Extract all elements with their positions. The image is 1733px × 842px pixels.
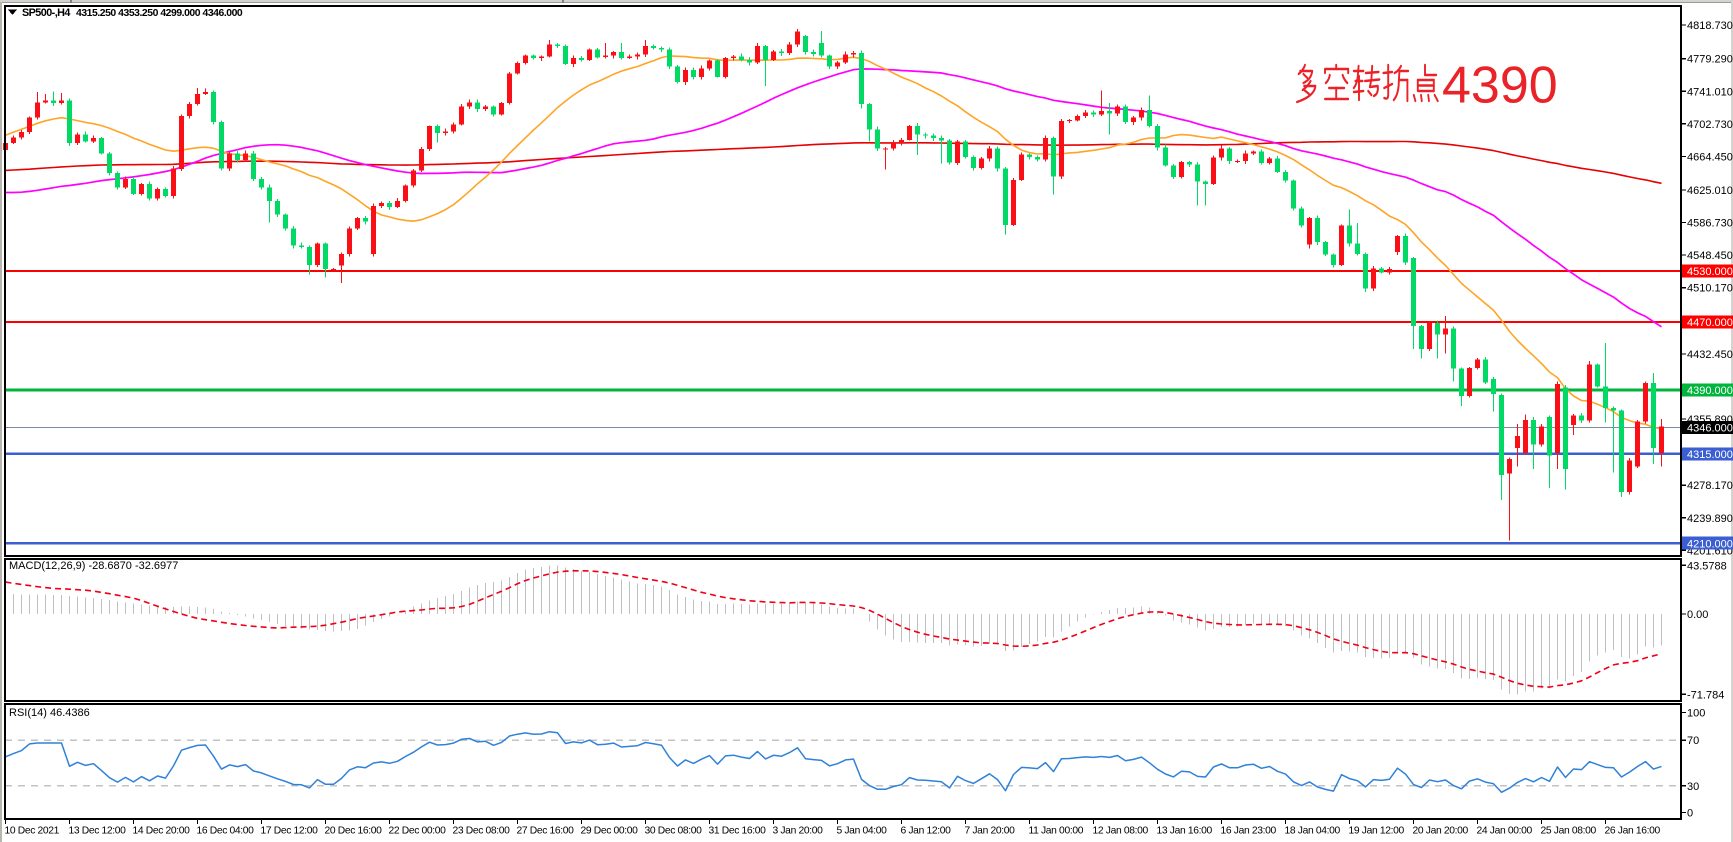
svg-text:4239.890: 4239.890	[1687, 513, 1733, 525]
svg-text:4470.000: 4470.000	[1687, 317, 1733, 329]
svg-text:25 Jan 08:00: 25 Jan 08:00	[1541, 826, 1597, 837]
svg-text:13 Jan 16:00: 13 Jan 16:00	[1157, 826, 1213, 837]
svg-text:7 Jan 20:00: 7 Jan 20:00	[965, 826, 1016, 837]
svg-text:22 Dec 00:00: 22 Dec 00:00	[389, 826, 447, 837]
svg-text:23 Dec 08:00: 23 Dec 08:00	[453, 826, 511, 837]
svg-text:43.5788: 43.5788	[1687, 560, 1727, 572]
svg-text:4390.000: 4390.000	[1687, 385, 1733, 397]
svg-text:0: 0	[1687, 808, 1693, 820]
svg-text:27 Dec 16:00: 27 Dec 16:00	[517, 826, 575, 837]
svg-text:18 Jan 04:00: 18 Jan 04:00	[1285, 826, 1341, 837]
svg-text:24 Jan 00:00: 24 Jan 00:00	[1477, 826, 1533, 837]
svg-text:4510.170: 4510.170	[1687, 283, 1733, 295]
svg-text:13 Dec 12:00: 13 Dec 12:00	[69, 826, 127, 837]
svg-text:6 Jan 12:00: 6 Jan 12:00	[901, 826, 952, 837]
svg-text:100: 100	[1687, 708, 1705, 720]
svg-text:4625.010: 4625.010	[1687, 185, 1733, 197]
svg-text:26 Jan 16:00: 26 Jan 16:00	[1605, 826, 1661, 837]
svg-text:29 Dec 00:00: 29 Dec 00:00	[581, 826, 639, 837]
svg-text:4346.000: 4346.000	[1687, 423, 1733, 435]
svg-text:4210.000: 4210.000	[1687, 538, 1733, 550]
svg-text:4779.290: 4779.290	[1687, 54, 1733, 66]
svg-text:0.00: 0.00	[1687, 609, 1708, 621]
svg-text:16 Jan 23:00: 16 Jan 23:00	[1221, 826, 1277, 837]
svg-text:4586.730: 4586.730	[1687, 218, 1733, 230]
svg-text:RSI(14) 46.4386: RSI(14) 46.4386	[9, 707, 90, 719]
svg-text:4664.450: 4664.450	[1687, 151, 1733, 163]
svg-text:10 Dec 2021: 10 Dec 2021	[5, 826, 60, 837]
svg-text:11 Jan 00:00: 11 Jan 00:00	[1029, 826, 1084, 837]
svg-text:70: 70	[1687, 735, 1699, 747]
svg-text:4390: 4390	[1442, 57, 1558, 115]
svg-text:4530.000: 4530.000	[1687, 266, 1733, 278]
svg-text:4432.450: 4432.450	[1687, 349, 1733, 361]
svg-text:19 Jan 12:00: 19 Jan 12:00	[1349, 826, 1405, 837]
svg-text:4315.250 4353.250 4299.000 434: 4315.250 4353.250 4299.000 4346.000	[76, 8, 243, 19]
svg-text:4278.170: 4278.170	[1687, 480, 1733, 492]
svg-text:31 Dec 16:00: 31 Dec 16:00	[709, 826, 767, 837]
svg-text:MACD(12,26,9) -28.6870 -32.697: MACD(12,26,9) -28.6870 -32.6977	[9, 560, 178, 572]
svg-text:SP500-,H4: SP500-,H4	[22, 7, 70, 19]
svg-text:-71.784: -71.784	[1687, 689, 1724, 701]
svg-text:3 Jan 20:00: 3 Jan 20:00	[773, 826, 824, 837]
svg-text:14 Dec 20:00: 14 Dec 20:00	[133, 826, 191, 837]
svg-text:4702.730: 4702.730	[1687, 119, 1733, 131]
svg-text:20 Jan 20:00: 20 Jan 20:00	[1413, 826, 1469, 837]
svg-text:17 Dec 12:00: 17 Dec 12:00	[261, 826, 319, 837]
svg-text:4818.730: 4818.730	[1687, 20, 1733, 32]
svg-text:5 Jan 04:00: 5 Jan 04:00	[837, 826, 888, 837]
svg-text:20 Dec 16:00: 20 Dec 16:00	[325, 826, 383, 837]
svg-text:16 Dec 04:00: 16 Dec 04:00	[197, 826, 255, 837]
svg-text:30: 30	[1687, 781, 1699, 793]
svg-text:12 Jan 08:00: 12 Jan 08:00	[1093, 826, 1149, 837]
svg-text:4548.450: 4548.450	[1687, 250, 1733, 262]
svg-text:4741.010: 4741.010	[1687, 86, 1733, 98]
svg-text:30 Dec 08:00: 30 Dec 08:00	[645, 826, 703, 837]
svg-text:4315.000: 4315.000	[1687, 449, 1733, 461]
